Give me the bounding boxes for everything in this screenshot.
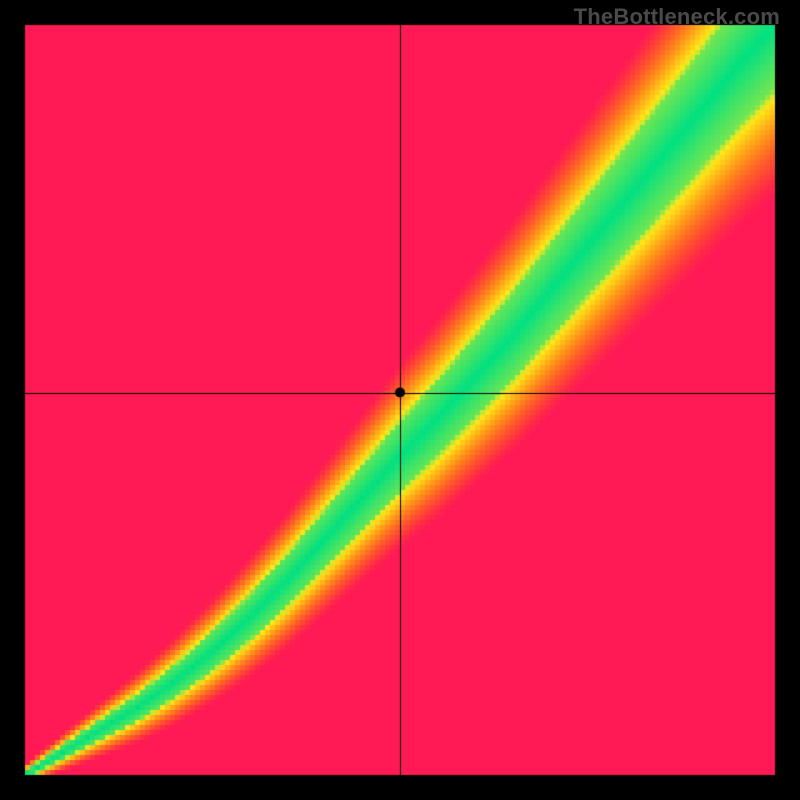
watermark-text: TheBottleneck.com — [574, 4, 780, 30]
heatmap-canvas — [0, 0, 800, 800]
chart-container: TheBottleneck.com — [0, 0, 800, 800]
